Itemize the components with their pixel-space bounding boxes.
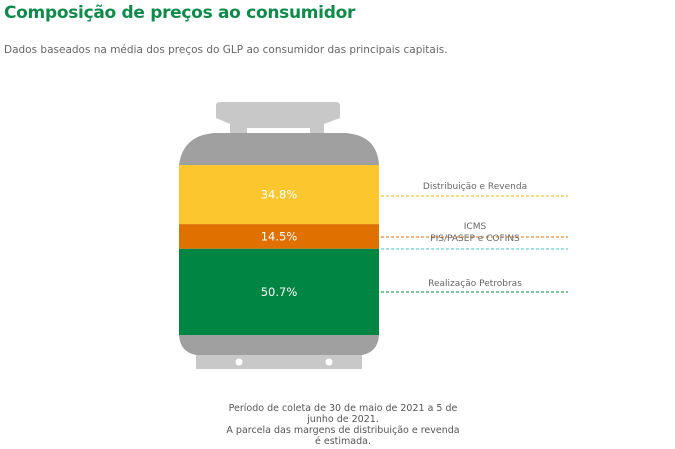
segment-value-label: 50.7%: [261, 285, 298, 299]
base-hole: [325, 358, 333, 366]
base-hole: [235, 358, 243, 366]
cylinder-shell: [179, 102, 379, 369]
segment-value-label: 34.8%: [261, 188, 298, 202]
segment-0: [179, 165, 379, 225]
cylinder-handle: [216, 102, 340, 135]
page-title: Composição de preços ao consumidor: [4, 3, 356, 23]
cylinder-top: [179, 133, 379, 165]
legend-label: ICMS: [464, 222, 487, 232]
segment-1: [179, 224, 379, 249]
page-subtitle: Dados baseados na média dos preços do GL…: [4, 44, 448, 56]
footer-line-estimate: A parcela das margens de distribuição e …: [226, 425, 460, 447]
legend-label: Distribuição e Revenda: [423, 182, 527, 192]
segment-value-label: 14.5%: [261, 229, 298, 243]
legend-label: PIS/PASEP e COFINS: [430, 234, 520, 244]
legend-label: Realização Petrobras: [428, 279, 522, 289]
footer-note: Período de coleta de 30 de maio de 2021 …: [222, 403, 464, 447]
segment-3: [179, 248, 379, 335]
footer-line-period: Período de coleta de 30 de maio de 2021 …: [228, 403, 458, 425]
cylinder-base: [196, 355, 362, 369]
cylinder-bottom: [179, 335, 379, 355]
